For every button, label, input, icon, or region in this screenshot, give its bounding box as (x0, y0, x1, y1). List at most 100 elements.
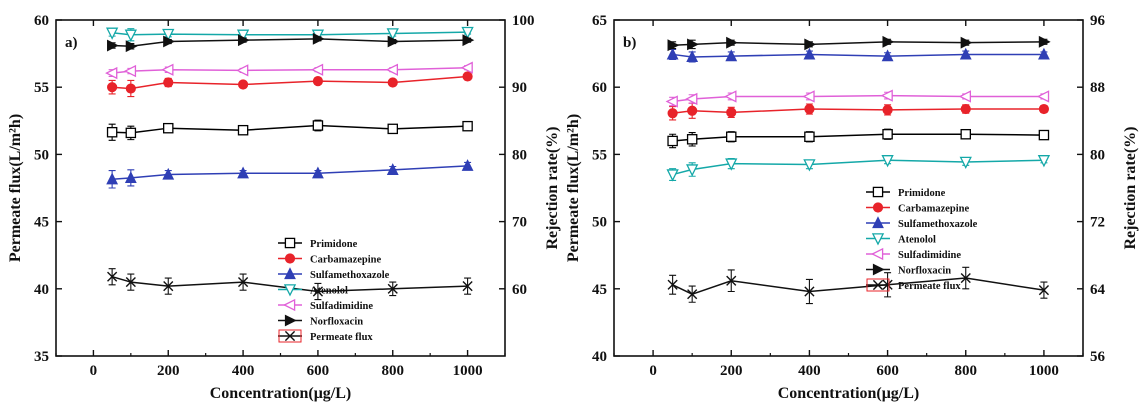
legend-label: Permeate flux (310, 332, 373, 343)
data-point (882, 35, 895, 48)
data-point (310, 63, 324, 76)
data-point (726, 36, 738, 49)
x-tick-label: 400 (232, 363, 255, 379)
legend-box (866, 278, 890, 292)
data-point (162, 122, 174, 134)
data-point (881, 49, 894, 62)
data-point (387, 283, 398, 294)
data-point (726, 131, 737, 143)
data-point (237, 124, 249, 136)
data-point (237, 276, 249, 288)
data-point (462, 281, 473, 292)
y-tick-label: 50 (34, 147, 49, 163)
data-point (882, 128, 893, 140)
x-tick-label: 1000 (453, 363, 483, 379)
legend-label: Atenolol (898, 235, 936, 246)
y-axis-label: Permeate flux(L/m²h) (565, 114, 582, 262)
legend-marker (872, 202, 884, 213)
data-point (804, 131, 815, 143)
data-point (959, 47, 972, 60)
data-point (107, 82, 118, 93)
series-atenolol (666, 155, 1051, 182)
series-permeate-flux (667, 266, 1050, 305)
data-point (1037, 155, 1051, 168)
series-primidone (667, 128, 1050, 149)
data-point (386, 163, 399, 175)
x-tick-label: 200 (720, 363, 743, 379)
data-point (163, 77, 174, 88)
data-point (802, 90, 815, 103)
y2-axis-label: Rejection rate(%) (1122, 126, 1139, 249)
data-point (804, 103, 815, 115)
panel-label: a) (65, 35, 78, 51)
data-point (665, 95, 678, 108)
data-point (960, 128, 972, 140)
data-point (161, 63, 174, 76)
data-point (125, 276, 136, 288)
legend-marker (872, 216, 884, 229)
legend-label: Norfloxacin (310, 317, 363, 328)
legend-label: Permeate flux (898, 281, 961, 292)
data-point (105, 66, 118, 80)
legend-box (278, 329, 302, 343)
y-axis-label: Permeate flux(L/m²h) (7, 114, 24, 262)
series-carbamazepine (107, 71, 473, 98)
data-point (237, 34, 250, 47)
legend-marker (283, 284, 297, 297)
data-point (162, 167, 175, 180)
data-point (1038, 47, 1050, 60)
panel-label: b) (623, 35, 636, 51)
y-tick-label: 35 (34, 349, 49, 365)
y2-axis-label: Rejection rate(%) (544, 126, 561, 249)
data-point (687, 38, 699, 51)
data-point (462, 34, 475, 47)
data-point (687, 289, 698, 300)
data-point (124, 171, 137, 184)
legend-marker (872, 186, 884, 198)
data-point (163, 281, 174, 292)
x-tick-label: 600 (876, 363, 899, 379)
data-point (163, 35, 175, 48)
legend-marker (282, 298, 296, 312)
data-point (124, 29, 137, 42)
data-point (386, 28, 399, 41)
y2-tick-label: 56 (1090, 349, 1106, 365)
data-point (685, 92, 698, 106)
legend-marker (872, 263, 885, 276)
data-point (803, 159, 816, 172)
data-point (726, 275, 737, 286)
data-point (667, 108, 678, 119)
data-point (667, 279, 678, 290)
y-tick-label: 50 (592, 215, 607, 231)
x-tick-label: 200 (157, 363, 180, 379)
y2-tick-label: 80 (1090, 147, 1105, 163)
data-point (107, 271, 118, 282)
data-point (387, 123, 398, 135)
x-tick-label: 0 (649, 363, 657, 379)
data-point (1038, 285, 1050, 296)
data-point (960, 272, 971, 284)
legend-marker (870, 247, 884, 261)
y2-tick-label: 100 (512, 13, 535, 29)
y2-tick-label: 90 (512, 80, 527, 96)
legend-marker (871, 233, 885, 246)
data-point (125, 83, 136, 94)
data-point (1036, 90, 1050, 103)
legend-marker (284, 314, 297, 327)
y2-tick-label: 64 (1090, 282, 1106, 298)
legend-label: Sulfadimidine (898, 250, 961, 261)
data-point (387, 77, 398, 88)
y2-tick-label: 88 (1090, 80, 1105, 96)
data-point (105, 27, 119, 40)
legend-label: Sulfamethoxazole (898, 219, 978, 230)
y-tick-label: 60 (34, 13, 49, 29)
y2-tick-label: 80 (512, 147, 527, 163)
x-tick-label: 0 (90, 363, 98, 379)
data-point (312, 76, 324, 87)
x-axis-label: Concentration(μg/L) (210, 385, 352, 402)
data-point (162, 28, 175, 42)
y-tick-label: 55 (592, 147, 607, 163)
data-point (959, 156, 972, 170)
x-tick-label: 1000 (1029, 363, 1059, 379)
data-point (1038, 129, 1050, 141)
